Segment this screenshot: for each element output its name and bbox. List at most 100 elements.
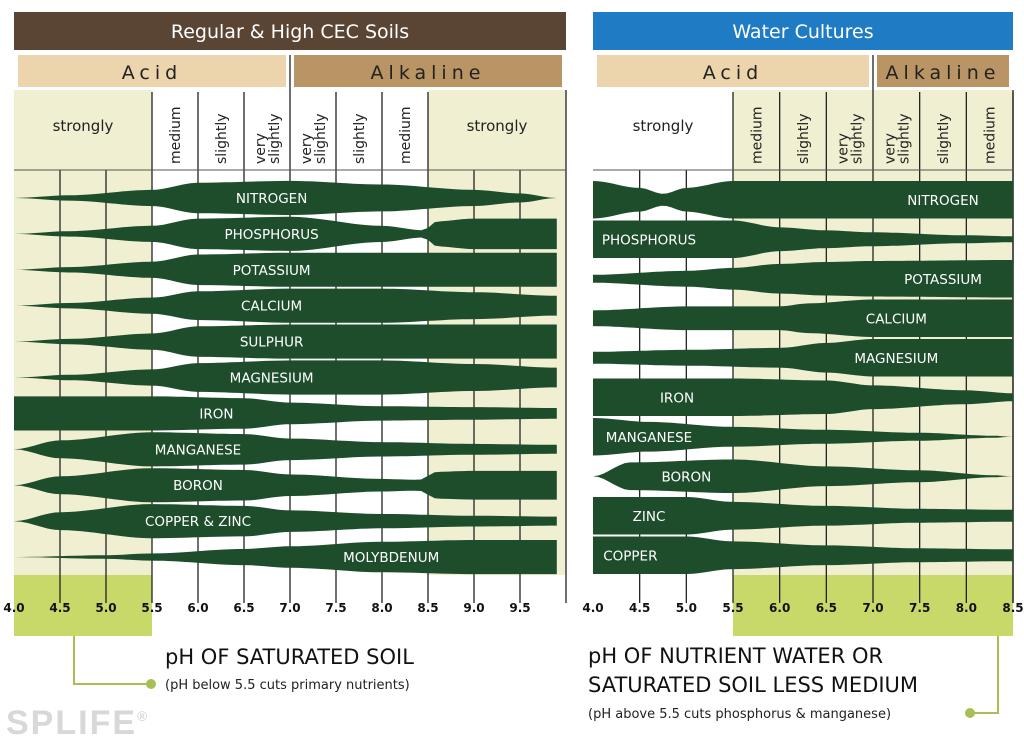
chart-title-bar xyxy=(14,12,566,50)
x-tick-label: 7.5 xyxy=(909,601,930,615)
watermark-logo: SPLIFE® xyxy=(6,704,150,742)
zone-label: medium xyxy=(749,106,765,164)
zone-shading xyxy=(733,90,780,575)
svg-text:slightly: slightly xyxy=(936,114,952,165)
svg-text:slightly: slightly xyxy=(267,114,283,165)
nutrient-label: IRON xyxy=(199,406,233,422)
x-tick-label: 4.0 xyxy=(3,601,24,615)
zone-label: slightly xyxy=(936,114,952,165)
svg-text:slightly: slightly xyxy=(313,114,329,165)
caption-right-title: pH OF NUTRIENT WATER OR xyxy=(588,644,883,668)
svg-text:slightly: slightly xyxy=(352,114,368,165)
alkaline-header-label: Alkaline xyxy=(886,62,1001,84)
svg-text:medium: medium xyxy=(168,106,184,164)
zone-label: slightly xyxy=(352,114,368,165)
caption-left-title: pH OF SATURATED SOIL xyxy=(165,645,414,669)
nutrient-label: NITROGEN xyxy=(907,193,978,209)
x-tick-label: 4.5 xyxy=(49,601,70,615)
acid-header-block xyxy=(597,55,869,87)
alkaline-header-label: Alkaline xyxy=(371,62,486,84)
nutrient-band xyxy=(14,360,557,395)
nutrient-band xyxy=(14,540,557,575)
nutrient-band xyxy=(593,459,1013,493)
zone-label: medium xyxy=(398,106,414,164)
zone-label: strongly xyxy=(467,117,528,135)
zone-shading xyxy=(14,90,152,575)
caption-connector xyxy=(972,636,999,714)
nutrient-band xyxy=(14,432,557,467)
chart-water-cultures: Water Cultures Acid Alkaline strongly medium… xyxy=(582,12,1024,636)
chart-title: Regular & High CEC Soils xyxy=(171,21,409,43)
svg-text:slightly: slightly xyxy=(214,114,230,165)
x-tick-label: 6.5 xyxy=(233,601,254,615)
x-tick-label: 8.0 xyxy=(956,601,977,615)
x-tick-label: 4.5 xyxy=(629,601,650,615)
highlight-strip xyxy=(14,575,152,636)
nutrient-label: MANGANESE xyxy=(155,442,241,458)
zone-label: strongly xyxy=(53,117,114,135)
svg-text:slightly: slightly xyxy=(850,114,866,165)
caption-right-note: (pH above 5.5 cuts phosphorus & manganes… xyxy=(588,707,891,722)
nutrient-band xyxy=(593,339,1013,377)
x-tick-label: 5.5 xyxy=(722,601,743,615)
x-tick-label: 9.0 xyxy=(463,601,484,615)
nutrient-label: SULPHUR xyxy=(240,335,304,351)
chart-title: Water Cultures xyxy=(732,21,873,43)
nutrient-label: ZINC xyxy=(633,509,666,525)
nutrient-band xyxy=(593,220,1013,258)
x-tick-label: 5.0 xyxy=(676,601,697,615)
x-tick-label: 7.0 xyxy=(862,601,883,615)
nutrient-band xyxy=(14,468,557,503)
x-tick-label: 6.0 xyxy=(769,601,790,615)
nutrient-band xyxy=(14,504,557,539)
nutrient-band xyxy=(14,216,557,251)
nutrient-label: MANGANESE xyxy=(606,430,692,446)
nutrient-band xyxy=(14,288,557,323)
nutrient-label: PHOSPHORUS xyxy=(602,232,696,248)
nutrient-label: CALCIUM xyxy=(241,299,302,315)
svg-text:very: very xyxy=(836,133,852,164)
alkaline-header-block xyxy=(877,55,1009,87)
nutrient-label: MAGNESIUM xyxy=(854,351,938,367)
x-tick-label: 6.0 xyxy=(187,601,208,615)
nutrient-label: NITROGEN xyxy=(236,191,307,207)
nutrient-band xyxy=(593,181,1013,219)
caption-dot xyxy=(965,708,975,718)
svg-text:very: very xyxy=(299,133,315,164)
svg-text:slightly: slightly xyxy=(796,114,812,165)
nutrient-band xyxy=(593,260,1013,298)
x-tick-label: 9.5 xyxy=(509,601,530,615)
x-tick-label: 4.0 xyxy=(582,601,603,615)
caption-right-title: SATURATED SOIL LESS MEDIUM xyxy=(588,673,918,697)
nutrient-label: POTASSIUM xyxy=(904,272,982,288)
nutrient-band xyxy=(593,536,1013,574)
nutrient-band xyxy=(593,497,1013,535)
nutrient-label: PHOSPHORUS xyxy=(224,227,318,243)
zone-label: slightly xyxy=(214,114,230,165)
nutrient-label: BORON xyxy=(173,478,223,494)
nutrient-label: COPPER xyxy=(603,548,657,564)
nutrient-label: BORON xyxy=(661,469,711,485)
nutrient-band xyxy=(14,324,557,359)
nutrient-label: CALCIUM xyxy=(866,311,927,327)
x-tick-label: 7.5 xyxy=(325,601,346,615)
nutrient-label: MOLYBDENUM xyxy=(343,550,439,566)
svg-text:slightly: slightly xyxy=(896,114,912,165)
svg-text:medium: medium xyxy=(749,106,765,164)
acid-header-label: Acid xyxy=(703,62,763,84)
caption-left-note: (pH below 5.5 cuts primary nutrients) xyxy=(165,678,410,693)
nutrient-band xyxy=(14,396,557,431)
zone-label: medium xyxy=(983,106,999,164)
caption-dot xyxy=(146,679,156,689)
x-tick-label: 8.0 xyxy=(371,601,392,615)
svg-text:very: very xyxy=(882,133,898,164)
x-tick-label: 8.5 xyxy=(417,601,438,615)
x-tick-label: 7.0 xyxy=(279,601,300,615)
nutrient-band xyxy=(14,180,557,215)
svg-text:medium: medium xyxy=(398,106,414,164)
